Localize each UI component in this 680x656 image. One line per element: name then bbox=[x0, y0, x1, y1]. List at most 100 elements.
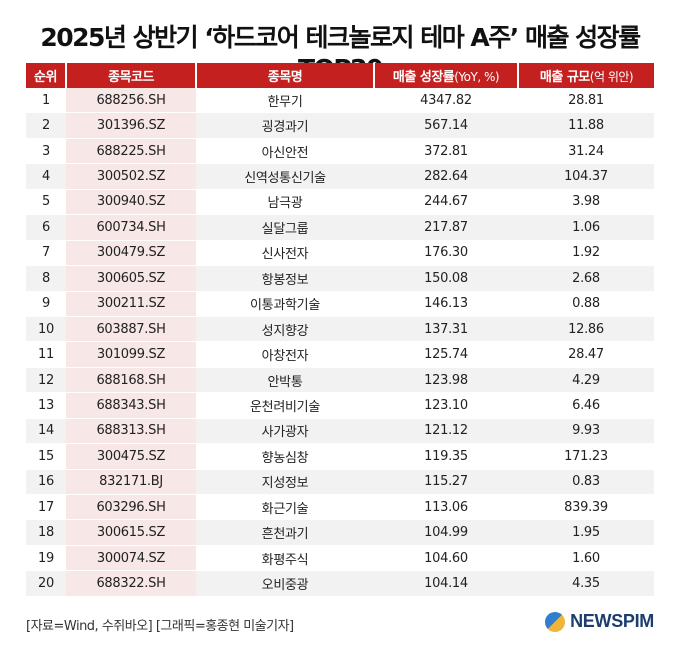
cell-scale: 9.93 bbox=[518, 418, 654, 445]
cell-name: 굉경과기 bbox=[196, 112, 374, 139]
cell-name: 실달그룹 bbox=[196, 214, 374, 241]
cell-code: 301396.SZ bbox=[66, 112, 196, 139]
cell-name: 운천려비기술 bbox=[196, 392, 374, 419]
cell-growth: 121.12 bbox=[374, 418, 518, 445]
cell-code: 688343.SH bbox=[66, 392, 196, 419]
cell-scale: 1.92 bbox=[518, 240, 654, 267]
source-credit: [자료=Wind, 수쥐바오] [그래픽=홍종현 미술기자] bbox=[26, 619, 294, 634]
cell-growth: 176.30 bbox=[374, 240, 518, 267]
cell-growth: 125.74 bbox=[374, 341, 518, 368]
table-row: 11 301099.SZ 아창전자 125.74 28.47 bbox=[26, 341, 654, 368]
cell-growth: 104.14 bbox=[374, 570, 518, 597]
cell-code: 300605.SZ bbox=[66, 265, 196, 292]
table-row: 14 688313.SH 사가광자 121.12 9.93 bbox=[26, 418, 654, 445]
header-growth-unit: (YoY, %) bbox=[454, 70, 500, 84]
cell-rank: 18 bbox=[26, 519, 66, 546]
cell-code: 832171.BJ bbox=[66, 469, 196, 496]
cell-rank: 3 bbox=[26, 138, 66, 165]
cell-growth: 217.87 bbox=[374, 214, 518, 241]
cell-rank: 16 bbox=[26, 469, 66, 496]
cell-code: 688168.SH bbox=[66, 367, 196, 394]
table-row: 6 600734.SH 실달그룹 217.87 1.06 bbox=[26, 214, 654, 241]
table-row: 13 688343.SH 운천려비기술 123.10 6.46 bbox=[26, 392, 654, 419]
cell-scale: 839.39 bbox=[518, 494, 654, 521]
table-row: 17 603296.SH 화근기술 113.06 839.39 bbox=[26, 494, 654, 521]
cell-scale: 4.35 bbox=[518, 570, 654, 597]
cell-growth: 244.67 bbox=[374, 189, 518, 216]
table-row: 3 688225.SH 아신안전 372.81 31.24 bbox=[26, 138, 654, 165]
cell-name: 항봉정보 bbox=[196, 265, 374, 292]
table-row: 9 300211.SZ 이통과학기술 146.13 0.88 bbox=[26, 291, 654, 317]
cell-scale: 3.98 bbox=[518, 189, 654, 216]
cell-scale: 1.06 bbox=[518, 214, 654, 241]
cell-name: 안박통 bbox=[196, 367, 374, 394]
cell-rank: 9 bbox=[26, 291, 66, 317]
cell-growth: 123.10 bbox=[374, 392, 518, 419]
table-row: 2 301396.SZ 굉경과기 567.14 11.88 bbox=[26, 112, 654, 139]
cell-rank: 20 bbox=[26, 570, 66, 597]
table-row: 12 688168.SH 안박통 123.98 4.29 bbox=[26, 367, 654, 394]
cell-name: 신사전자 bbox=[196, 240, 374, 267]
cell-growth: 567.14 bbox=[374, 112, 518, 139]
cell-scale: 1.60 bbox=[518, 545, 654, 572]
cell-code: 301099.SZ bbox=[66, 341, 196, 368]
cell-growth: 150.08 bbox=[374, 265, 518, 292]
cell-name: 아창전자 bbox=[196, 341, 374, 368]
newspim-logo: NEWSPIM bbox=[545, 611, 654, 632]
cell-scale: 0.83 bbox=[518, 469, 654, 496]
cell-name: 이통과학기술 bbox=[196, 291, 374, 317]
table-row: 16 832171.BJ 지성정보 115.27 0.83 bbox=[26, 469, 654, 496]
cell-code: 300211.SZ bbox=[66, 291, 196, 317]
cell-code: 688313.SH bbox=[66, 418, 196, 445]
cell-code: 300475.SZ bbox=[66, 443, 196, 470]
table-row: 5 300940.SZ 남극광 244.67 3.98 bbox=[26, 189, 654, 216]
cell-growth: 113.06 bbox=[374, 494, 518, 521]
table-row: 18 300615.SZ 흔천과기 104.99 1.95 bbox=[26, 519, 654, 546]
cell-growth: 104.99 bbox=[374, 519, 518, 546]
cell-name: 아신안전 bbox=[196, 138, 374, 165]
cell-name: 향농심창 bbox=[196, 443, 374, 470]
cell-rank: 13 bbox=[26, 392, 66, 419]
table-row: 7 300479.SZ 신사전자 176.30 1.92 bbox=[26, 240, 654, 267]
cell-rank: 10 bbox=[26, 316, 66, 343]
cell-rank: 4 bbox=[26, 163, 66, 190]
cell-scale: 171.23 bbox=[518, 443, 654, 470]
cell-rank: 7 bbox=[26, 240, 66, 267]
cell-name: 신역성통신기술 bbox=[196, 163, 374, 190]
cell-code: 688256.SH bbox=[66, 88, 196, 114]
cell-code: 603296.SH bbox=[66, 494, 196, 521]
cell-name: 성지향강 bbox=[196, 316, 374, 343]
header-name: 종목명 bbox=[195, 63, 374, 88]
header-scale: 매출 규모(억 위안) bbox=[517, 63, 654, 88]
cell-name: 지성정보 bbox=[196, 469, 374, 496]
cell-name: 흔천과기 bbox=[196, 519, 374, 546]
table-body: 1 688256.SH 한무기 4347.82 28.81 2 301396.SZ 굉경과기 5… bbox=[26, 88, 654, 597]
cell-growth: 119.35 bbox=[374, 443, 518, 470]
cell-growth: 123.98 bbox=[374, 367, 518, 394]
cell-growth: 282.64 bbox=[374, 163, 518, 190]
newspim-logo-icon bbox=[545, 611, 566, 632]
cell-code: 300479.SZ bbox=[66, 240, 196, 267]
cell-scale: 31.24 bbox=[518, 138, 654, 165]
cell-rank: 2 bbox=[26, 112, 66, 139]
table-header-row: 순위 종목코드 종목명 매출 성장률(YoY, %) 매출 규모(억 위안) bbox=[26, 63, 654, 88]
cell-code: 300074.SZ bbox=[66, 545, 196, 572]
header-growth: 매출 성장률(YoY, %) bbox=[373, 63, 518, 88]
cell-scale: 2.68 bbox=[518, 265, 654, 292]
cell-scale: 104.37 bbox=[518, 163, 654, 190]
cell-name: 화평주식 bbox=[196, 545, 374, 572]
cell-scale: 1.95 bbox=[518, 519, 654, 546]
cell-growth: 146.13 bbox=[374, 291, 518, 317]
cell-rank: 5 bbox=[26, 189, 66, 216]
cell-code: 688225.SH bbox=[66, 138, 196, 165]
cell-scale: 6.46 bbox=[518, 392, 654, 419]
cell-rank: 6 bbox=[26, 214, 66, 241]
cell-name: 남극광 bbox=[196, 189, 374, 216]
cell-rank: 19 bbox=[26, 545, 66, 572]
cell-rank: 17 bbox=[26, 494, 66, 521]
cell-code: 300940.SZ bbox=[66, 189, 196, 216]
cell-growth: 372.81 bbox=[374, 138, 518, 165]
header-rank: 순위 bbox=[26, 63, 66, 88]
cell-scale: 0.88 bbox=[518, 291, 654, 317]
cell-code: 688322.SH bbox=[66, 570, 196, 597]
